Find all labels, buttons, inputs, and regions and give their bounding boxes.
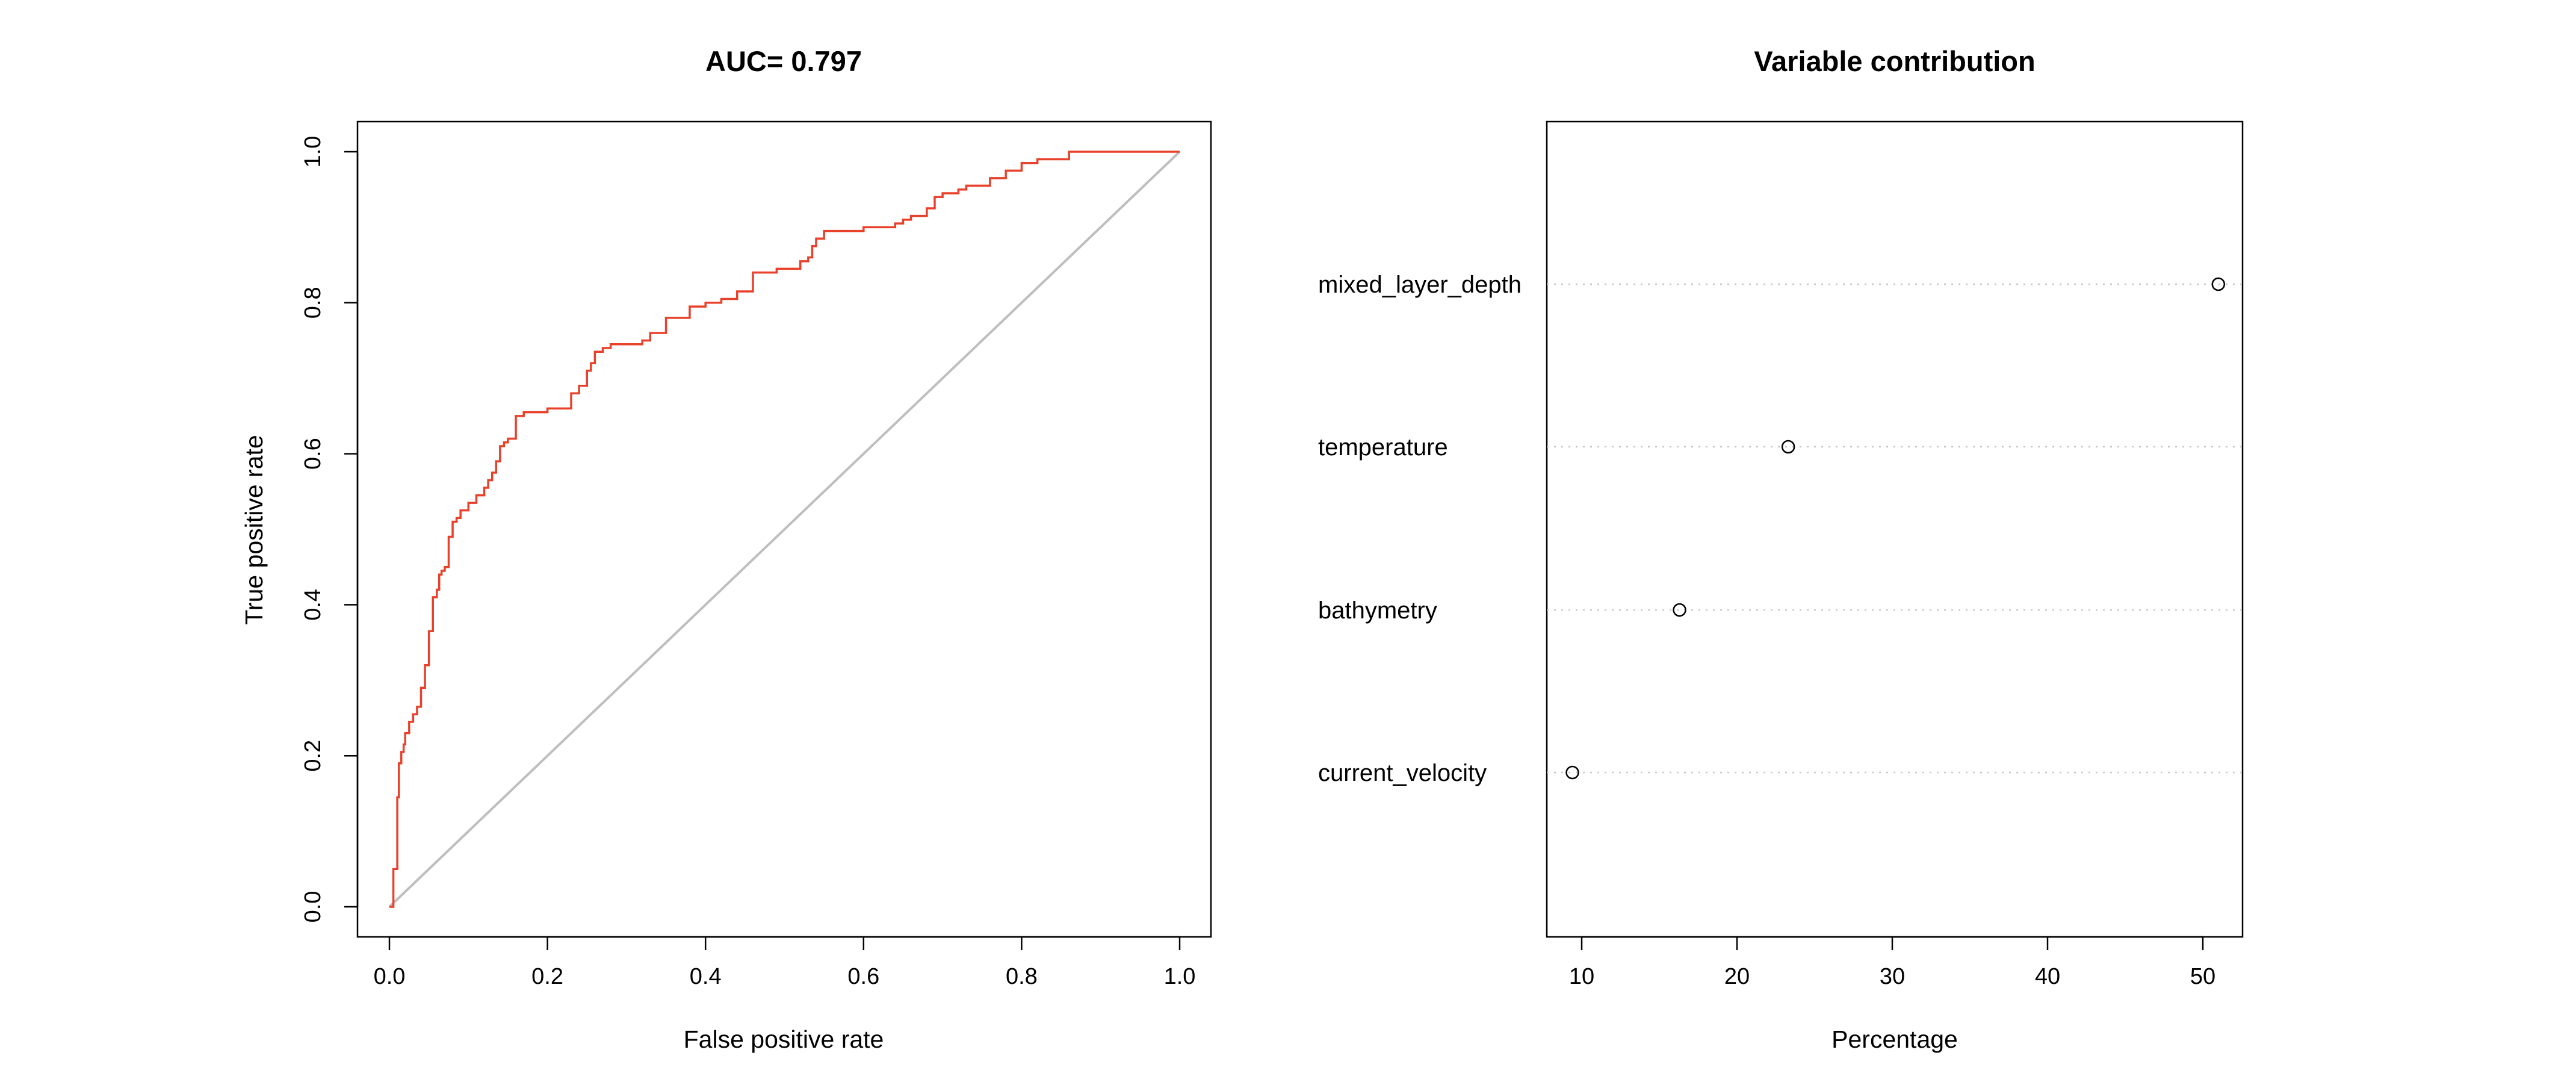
variable-contribution-x-axis-label: Percentage [1831,1025,1958,1053]
roc-diagonal-line [388,151,1181,908]
roc-y-tick-label: 0.4 [300,589,326,621]
roc-y-ticks: 0.0 0.2 0.4 0.6 0.8 1.0 [300,136,358,923]
roc-x-tick-label: 0.6 [847,964,879,989]
variable-contribution-category-label: current_velocity [1318,760,1487,786]
roc-y-tick-label: 0.6 [300,438,326,470]
variable-contribution-x-tick-label: 20 [1724,964,1750,989]
variable-contribution-point [1781,440,1795,454]
variable-contribution-plot-frame [1546,120,2244,938]
variable-contribution-category-label: bathymetry [1318,597,1437,624]
variable-contribution-point [1673,603,1686,617]
roc-x-tick-label: 0.0 [374,964,406,989]
roc-x-ticks: 0.0 0.2 0.4 0.6 0.8 1.0 [374,937,1196,989]
variable-contribution-title: Variable contribution [1754,45,2035,77]
variable-contribution-category-label: mixed_layer_depth [1318,272,1522,298]
variable-contribution-point [2211,277,2226,291]
variable-contribution-x-tick-label: 30 [1880,964,1905,989]
roc-y-axis-label: True positive rate [240,435,268,624]
variable-contribution-panel: Variable contribution mixed_layer_deptht… [1318,45,2244,1053]
variable-contribution-x-ticks: 10 20 30 40 50 [1569,937,2215,989]
roc-y-tick-label: 0.0 [300,891,326,923]
roc-title: AUC= 0.797 [705,45,862,77]
variable-contribution-category-label: temperature [1318,434,1448,461]
variable-contribution-grid [1547,283,2243,774]
variable-contribution-x-tick-label: 50 [2190,964,2215,989]
roc-x-tick-label: 0.8 [1006,964,1038,989]
roc-y-tick-label: 0.8 [300,287,326,319]
variable-contribution-category-labels: mixed_layer_depth temperature bathymetry cu… [1318,272,1522,786]
roc-x-axis-label: False positive rate [684,1025,884,1053]
roc-y-tick-label: 1.0 [300,136,326,168]
roc-y-tick-label: 0.2 [300,740,326,772]
variable-contribution-x-tick-label: 40 [2035,964,2060,989]
roc-x-tick-label: 1.0 [1164,964,1196,989]
variable-contribution-points [1565,277,2226,780]
roc-curve-line [389,151,1180,908]
roc-x-tick-label: 0.4 [690,964,722,989]
roc-panel: AUC= 0.797 0.0 0.2 0.4 0.6 0.8 1.0 0.00.20.40… [240,45,1212,1053]
variable-contribution-point [1565,765,1579,780]
variable-contribution-x-tick-label: 10 [1569,964,1594,989]
roc-x-tick-label: 0.2 [531,964,563,989]
roc-marks [388,151,1181,908]
